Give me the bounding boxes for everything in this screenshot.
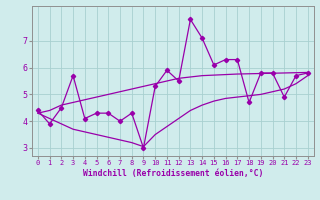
X-axis label: Windchill (Refroidissement éolien,°C): Windchill (Refroidissement éolien,°C): [83, 169, 263, 178]
